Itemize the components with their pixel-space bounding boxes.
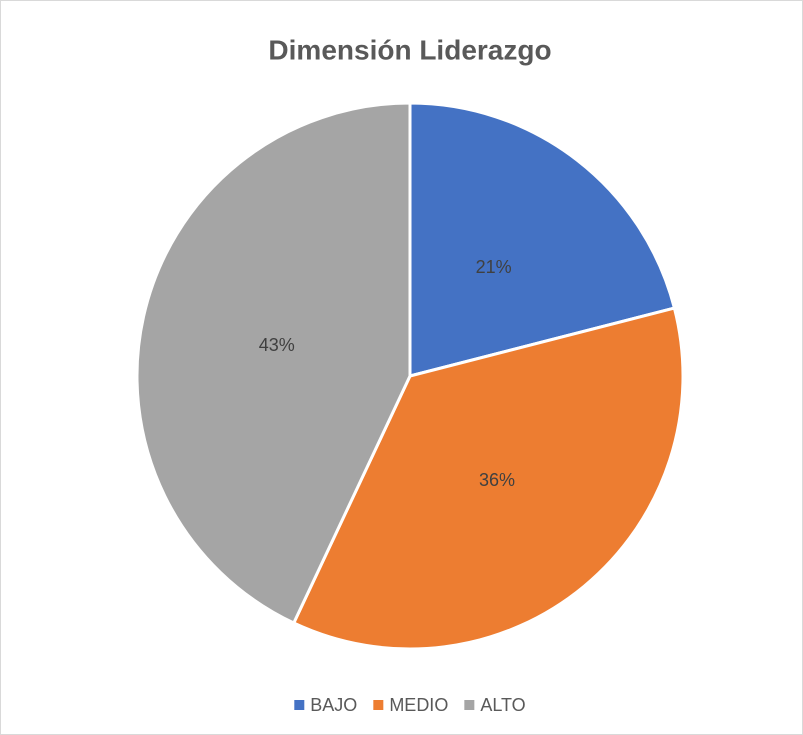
data-label: 43%	[259, 335, 295, 355]
legend-swatch	[294, 700, 305, 710]
data-label: 21%	[476, 257, 512, 277]
chart-title: Dimensión Liderazgo	[268, 34, 551, 65]
legend-swatch	[373, 700, 384, 710]
pie-slice	[291, 306, 685, 651]
legend-label: MEDIO	[389, 695, 448, 715]
pie-slice	[408, 101, 677, 378]
legend-label: BAJO	[310, 695, 357, 715]
data-label: 36%	[479, 470, 515, 490]
legend-swatch	[464, 700, 475, 710]
pie-slice	[135, 101, 412, 626]
legend-label: ALTO	[480, 695, 525, 715]
